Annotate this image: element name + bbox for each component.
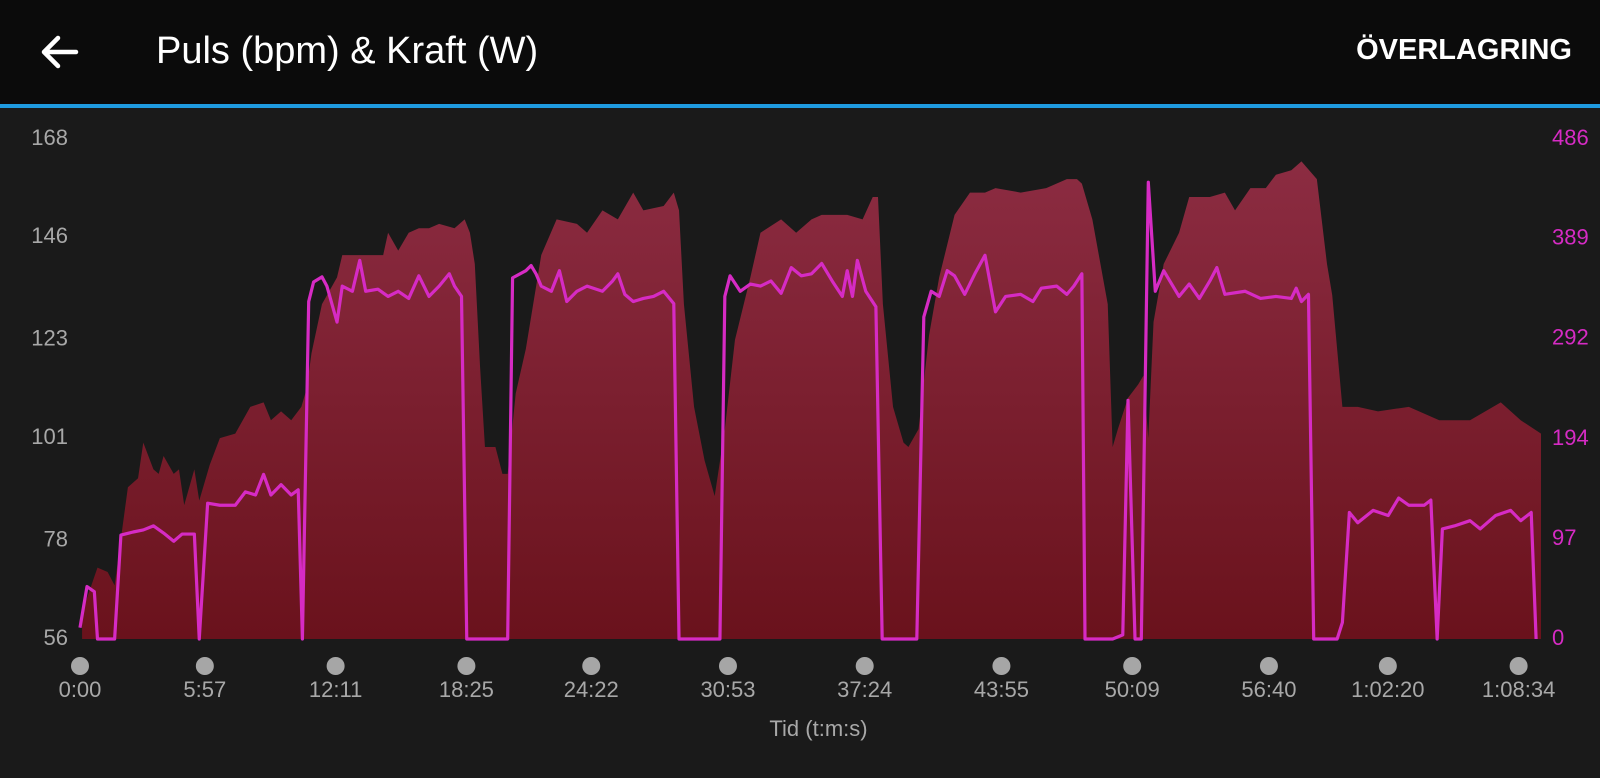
x-tick-label: 1:02:20 (1351, 677, 1424, 702)
app-bar: Puls (bpm) & Kraft (W) ÖVERLAGRING (0, 0, 1600, 108)
x-tick-dot (457, 657, 476, 675)
heart-rate-area (82, 161, 1541, 640)
y-tick-label: 168 (31, 125, 68, 150)
x-tick-dot (195, 657, 214, 675)
y2-tick-label: 97 (1552, 525, 1576, 550)
chart: 56 78 101 123 146 168 0 97 194 292 389 486 0:00 5:57 1… (31, 125, 1589, 741)
x-tick-label: 43:55 (974, 677, 1029, 702)
x-tick-label: 24:22 (564, 677, 619, 702)
y2-tick-label: 486 (1552, 125, 1589, 150)
x-tick-dot (71, 657, 89, 675)
y-tick-label: 101 (31, 424, 68, 449)
x-tick-label: 18:25 (439, 677, 494, 702)
overlay-button[interactable]: ÖVERLAGRING (1356, 34, 1572, 66)
y-tick-label: 146 (31, 223, 68, 248)
x-tick-dot (1259, 657, 1278, 675)
x-tick-label: 5:57 (183, 677, 226, 702)
x-tick-dot (855, 657, 874, 675)
x-tick-dot (1123, 657, 1142, 675)
x-tick-label: 1:08:34 (1482, 677, 1555, 702)
x-axis-title: Tid (t:m:s) (769, 716, 867, 741)
y2-tick-label: 194 (1552, 425, 1589, 450)
y-tick-label: 56 (44, 625, 68, 650)
x-tick-dot (718, 657, 737, 675)
x-tick-label: 56:40 (1241, 677, 1296, 702)
x-tick-dot (992, 657, 1011, 675)
chart-title: Puls (bpm) & Kraft (W) (156, 30, 539, 72)
x-tick-dot (1378, 657, 1397, 675)
x-tick-label: 37:24 (837, 677, 892, 702)
x-tick-label: 12:11 (309, 677, 362, 702)
y2-tick-label: 292 (1552, 324, 1589, 349)
y2-tick-label: 0 (1552, 625, 1564, 650)
power-line (78, 180, 1538, 641)
x-tick-label: 0:00 (59, 677, 102, 702)
y2-tick-label: 389 (1552, 225, 1589, 250)
x-tick-label: 50:09 (1105, 677, 1160, 702)
y-tick-label: 123 (31, 326, 68, 351)
back-button[interactable] (36, 28, 84, 76)
y-tick-label: 78 (44, 527, 68, 552)
x-tick-dot (582, 657, 601, 675)
x-tick-dot (1509, 657, 1528, 675)
x-tick-dot (326, 657, 345, 675)
x-tick-label: 30:53 (700, 677, 755, 702)
